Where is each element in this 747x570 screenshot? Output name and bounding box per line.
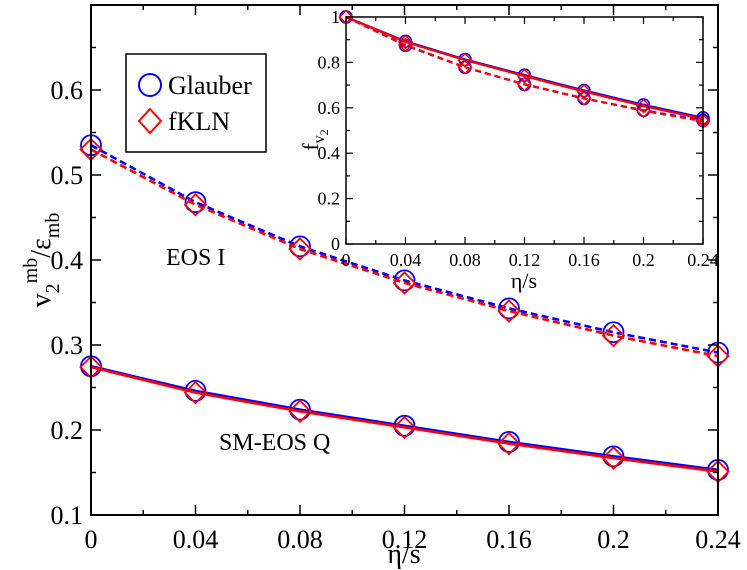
main-xtick-label: 0.08	[277, 525, 323, 554]
inset-series-line-3	[345, 16, 704, 123]
annotation-sm-eos-q: SM-EOS Q	[219, 430, 330, 456]
y-title-sub-mb: mb	[42, 213, 64, 239]
main-ytick-label: 0.1	[51, 501, 84, 530]
main-point-glauber	[289, 235, 311, 258]
main-ytick-label: 0.5	[51, 161, 84, 190]
main-point-fkln	[183, 380, 208, 405]
main-series-line-1	[90, 148, 719, 358]
inset-point-fkln	[635, 98, 652, 114]
main-ytick-label: 0.4	[51, 246, 84, 275]
main-xtick-label: 0.24	[695, 525, 741, 554]
main-point-fkln	[497, 431, 521, 456]
main-point-fkln	[392, 415, 417, 440]
main-ytick-label: 0.3	[51, 331, 84, 360]
inset-y-title-f: f	[298, 143, 323, 151]
legend-box	[125, 53, 267, 153]
inset-point-fkln	[635, 103, 652, 119]
main-point-fkln	[497, 299, 521, 323]
inset-point-fkln	[457, 59, 473, 75]
inset-ticks: 0 0.04 0.08 0.12 0.16 0.2 0.24 0 0.2 0.4 0.6 0.8 1	[318, 7, 719, 270]
inset-ytick-label: 0.4	[318, 143, 341, 163]
main-xtick-label: 0.12	[382, 525, 428, 554]
legend-marker-glauber	[138, 73, 162, 97]
inset-xtick-label: 0.16	[568, 250, 600, 270]
main-point-glauber	[602, 321, 625, 344]
main-y-axis-title: v2mb/εmb	[20, 213, 64, 308]
y-title-slash-epsilon: /ε	[26, 238, 57, 258]
inset-point-fkln	[516, 76, 533, 92]
main-point-fkln	[601, 323, 626, 348]
legend-label-glauber: Glauber	[168, 71, 252, 100]
main-x-axis-title: η/s	[387, 539, 420, 570]
main-xtick-label: 0.2	[597, 525, 630, 554]
y-title-sup-mb: mb	[20, 258, 42, 284]
inset-ytick-label: 0.2	[318, 189, 341, 209]
inset-ytick-label: 0.8	[318, 52, 341, 72]
main-point-fkln	[183, 192, 208, 217]
inset-y-title-subsub-2: 2	[317, 129, 331, 135]
main-point-fkln	[288, 399, 312, 424]
inset-xtick-label: 0	[342, 250, 351, 270]
y-title-v: v	[26, 293, 57, 307]
main-ticks: 0 0.04 0.08 0.12 0.16 0.2 0.24 0.1 0.2 0.3 0.4 0.5 0…	[51, 5, 741, 554]
inset-point-fkln	[397, 37, 414, 53]
legend-label-fkln: fKLN	[168, 107, 230, 136]
inset-ytick-label: 0	[331, 234, 340, 254]
main-point-fkln	[392, 271, 417, 295]
inset-ytick-label: 0.6	[318, 98, 341, 118]
main-xtick-label: 0.16	[486, 525, 532, 554]
inset-chart: 0 0.04 0.08 0.12 0.16 0.2 0.24 0 0.2 0.4 0.6 0.8 1 f…	[298, 7, 719, 293]
main-xtick-label: 0	[85, 525, 98, 554]
main-ytick-label: 0.2	[51, 416, 84, 445]
inset-xtick-label: 0.24	[687, 250, 719, 270]
inset-xtick-label: 0.04	[390, 250, 422, 270]
main-chart: 0 0.04 0.08 0.12 0.16 0.2 0.24 0.1 0.2 0.3 0.4 0.5 0…	[20, 4, 741, 570]
y-title-sub-2: 2	[42, 283, 64, 293]
annotation-eos-i: EOS I	[166, 245, 225, 271]
inset-point-fkln	[457, 52, 473, 68]
inset-point-fkln	[576, 90, 592, 106]
main-ytick-label: 0.6	[51, 76, 84, 105]
main-series-line-0	[90, 144, 719, 354]
inset-xtick-label: 0.12	[509, 250, 541, 270]
main-point-fkln	[288, 237, 312, 261]
inset-xtick-label: 0.08	[449, 250, 481, 270]
legend-marker-fkln	[137, 107, 163, 135]
inset-y-axis-title: fv2	[298, 129, 331, 150]
legend: Glauber fKLN	[125, 53, 267, 153]
inset-background	[346, 17, 703, 244]
inset-x-axis-title: η/s	[511, 268, 537, 293]
main-series-layer	[79, 134, 730, 484]
main-point-glauber	[498, 297, 520, 320]
inset-point-fkln	[516, 68, 533, 84]
inset-y-title-sub-v: v	[311, 135, 328, 143]
main-series-line-3	[90, 365, 719, 473]
inset-xtick-label: 0.2	[632, 250, 655, 270]
main-xtick-label: 0.04	[173, 525, 219, 554]
inset-series-line-1	[345, 15, 704, 120]
main-series-line-2	[90, 365, 719, 472]
main-point-glauber	[184, 191, 207, 214]
inset-point-fkln	[397, 34, 414, 50]
inset-ytick-label: 1	[331, 7, 340, 27]
main-point-fkln	[601, 446, 626, 470]
